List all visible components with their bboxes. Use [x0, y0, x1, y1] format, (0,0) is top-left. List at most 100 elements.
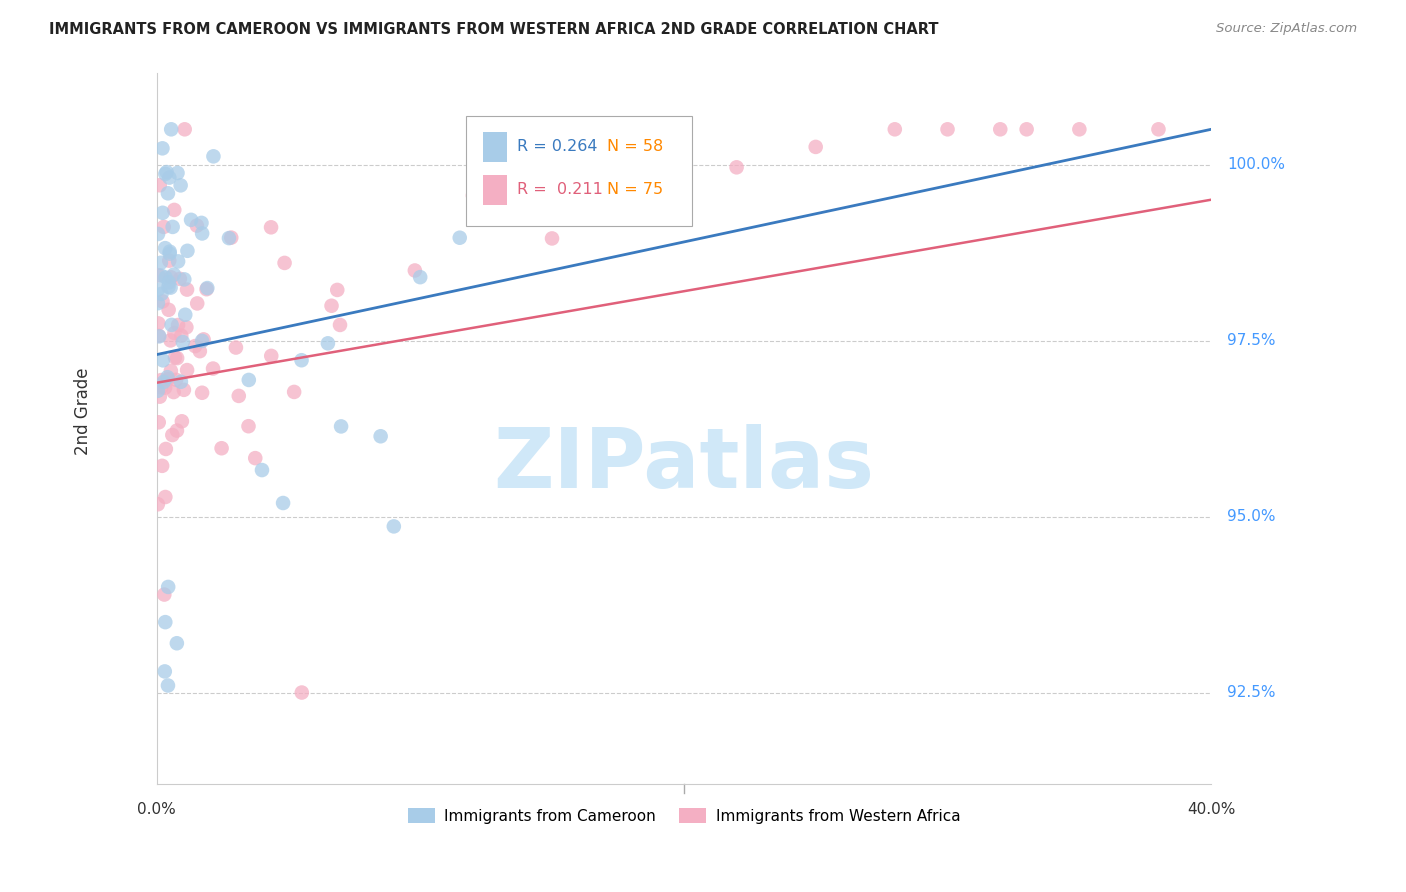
Point — [162, 385, 184, 400]
Point — [273, 256, 295, 270]
Point — [165, 373, 187, 387]
Point — [146, 296, 169, 310]
Point — [186, 219, 208, 233]
Point — [1015, 122, 1038, 136]
Point — [153, 241, 176, 255]
Point — [290, 353, 312, 368]
Legend: Immigrants from Cameroon, Immigrants from Western Africa: Immigrants from Cameroon, Immigrants fro… — [402, 802, 966, 830]
Text: R = 0.264: R = 0.264 — [517, 139, 598, 154]
Point — [170, 375, 193, 389]
Point — [804, 140, 827, 154]
Point — [191, 227, 214, 241]
Point — [404, 263, 426, 277]
Point — [157, 170, 180, 185]
Text: R =  0.211: R = 0.211 — [517, 182, 603, 197]
Point — [146, 384, 169, 398]
Point — [157, 580, 180, 594]
Point — [260, 220, 283, 235]
Point — [176, 244, 198, 258]
Point — [1069, 122, 1091, 136]
Point — [156, 186, 179, 201]
Text: 40.0%: 40.0% — [1187, 802, 1236, 817]
Point — [163, 202, 186, 217]
Point — [155, 270, 177, 285]
Point — [188, 344, 211, 359]
Point — [149, 390, 172, 404]
Point — [155, 167, 177, 181]
Point — [330, 419, 353, 434]
Point — [152, 219, 174, 234]
Point — [321, 299, 343, 313]
Point — [170, 414, 193, 428]
Point — [150, 373, 173, 387]
Point — [316, 336, 339, 351]
Point — [150, 458, 173, 473]
Point — [150, 380, 173, 394]
Point — [159, 244, 181, 259]
Point — [150, 268, 173, 283]
Point — [291, 685, 314, 699]
Point — [149, 178, 172, 193]
Point — [936, 122, 959, 136]
Point — [672, 186, 695, 200]
Point — [173, 272, 195, 286]
Point — [218, 231, 240, 245]
Point — [155, 615, 177, 629]
Point — [167, 254, 190, 268]
Point — [152, 141, 174, 155]
Point — [1147, 122, 1170, 136]
Point — [152, 206, 174, 220]
Point — [160, 122, 183, 136]
Point — [163, 326, 186, 340]
Point — [228, 389, 250, 403]
Point — [225, 341, 247, 355]
Point — [162, 428, 184, 442]
Point — [238, 419, 260, 434]
Point — [193, 332, 215, 346]
Point — [173, 383, 195, 397]
Point — [620, 204, 643, 219]
Point — [382, 519, 405, 533]
Text: 100.0%: 100.0% — [1227, 157, 1285, 172]
Point — [156, 678, 179, 692]
Point — [202, 149, 225, 163]
Point — [156, 165, 179, 179]
Point — [146, 497, 169, 511]
Point — [191, 385, 214, 400]
Point — [176, 320, 198, 334]
Point — [195, 281, 218, 295]
Point — [219, 230, 242, 244]
Text: N = 75: N = 75 — [607, 182, 664, 197]
Point — [152, 294, 174, 309]
Point — [329, 318, 352, 332]
Point — [326, 283, 349, 297]
Point — [149, 256, 172, 270]
Point — [162, 219, 184, 234]
Point — [271, 496, 294, 510]
Point — [160, 318, 183, 332]
Point — [541, 231, 564, 245]
Point — [157, 302, 180, 317]
Text: 97.5%: 97.5% — [1227, 333, 1275, 348]
Bar — [484, 175, 506, 204]
Point — [166, 636, 188, 650]
Point — [153, 665, 176, 679]
Point — [166, 424, 188, 438]
Point — [169, 272, 191, 286]
Point — [157, 279, 180, 293]
Point — [148, 328, 170, 343]
Point — [163, 351, 186, 365]
Point — [159, 334, 181, 348]
Point — [409, 270, 432, 285]
Point — [238, 373, 260, 387]
Text: ZIPatlas: ZIPatlas — [494, 424, 875, 505]
Point — [156, 372, 179, 386]
Point — [169, 178, 191, 193]
Point — [163, 268, 186, 282]
Point — [173, 122, 195, 136]
Point — [176, 363, 198, 377]
Point — [150, 286, 173, 301]
Point — [176, 283, 198, 297]
Point — [180, 212, 202, 227]
Point — [283, 384, 305, 399]
